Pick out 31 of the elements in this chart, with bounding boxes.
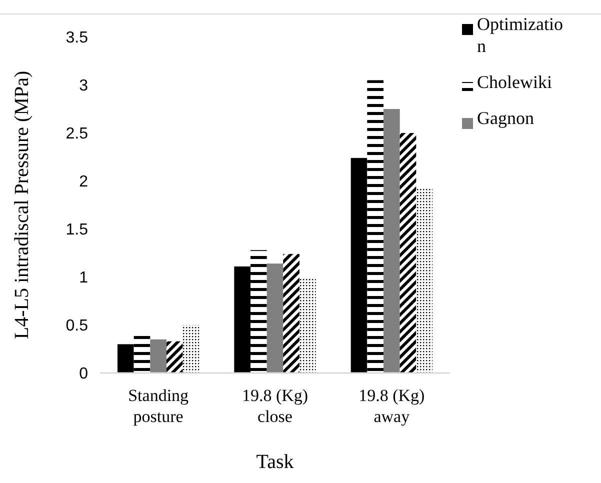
bar xyxy=(300,278,316,373)
bar xyxy=(400,133,416,373)
y-tick-label: 1 xyxy=(79,270,88,287)
y-tick-label: 2 xyxy=(79,174,88,191)
y-tick-label: 0 xyxy=(79,366,88,383)
y-axis-title: L4-L5 intradiscal Pressure (MPa) xyxy=(11,70,33,340)
legend-label: Gagnon xyxy=(477,108,534,128)
legend-label: Cholewiki xyxy=(477,72,552,92)
y-tick-label: 3 xyxy=(79,78,88,95)
x-axis-title: Task xyxy=(256,451,294,473)
y-tick-label: 2.5 xyxy=(66,126,88,143)
y-tick-label: 3.5 xyxy=(66,30,88,47)
x-tick-label: 19.8 (Kg) away xyxy=(358,386,425,426)
bar xyxy=(166,341,183,373)
bar xyxy=(150,339,166,373)
x-tick-label: Standing posture xyxy=(128,386,190,426)
bar xyxy=(350,158,368,373)
x-tick-label: 19.8 (Kg) close xyxy=(242,386,308,426)
bar xyxy=(384,109,400,373)
bar xyxy=(250,250,267,373)
legend-label: Optimization xyxy=(477,14,563,56)
bar xyxy=(367,80,384,373)
y-tick-label: 1.5 xyxy=(66,222,88,239)
bar xyxy=(134,334,150,373)
bar xyxy=(416,188,432,373)
bar xyxy=(234,266,250,373)
y-tick-label: 0.5 xyxy=(66,318,88,335)
bar xyxy=(266,264,284,373)
bar xyxy=(283,254,300,373)
bar xyxy=(182,325,200,373)
bar xyxy=(118,344,134,373)
